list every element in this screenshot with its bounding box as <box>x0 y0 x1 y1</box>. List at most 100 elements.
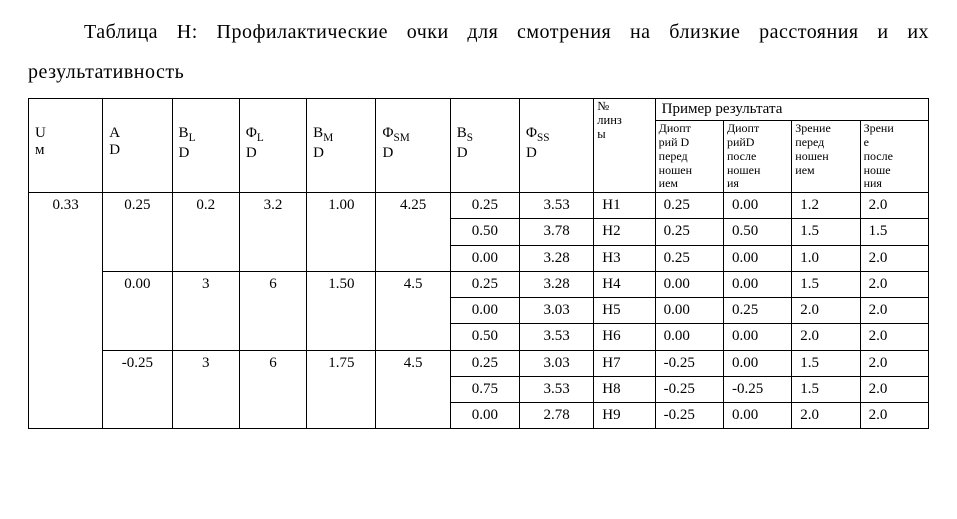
cell-phss: 3.28 <box>520 245 594 271</box>
cell-lens: H6 <box>594 324 655 350</box>
cell-v-before: 1.5 <box>792 219 860 245</box>
caption-line1a: Таблица H: Профилактические очки для смо… <box>84 21 889 43</box>
cell-d-after: 0.00 <box>723 324 791 350</box>
table-row: -0.25361.754.50.253.03H7-0.250.001.52.0 <box>29 350 929 376</box>
cell-d-after: 0.50 <box>723 219 791 245</box>
cell-phss: 3.28 <box>520 271 594 297</box>
col-subheader: Зрениепосленошения <box>860 121 928 193</box>
cell-bm: 1.75 <box>307 350 376 429</box>
cell-bl: 3 <box>172 350 239 429</box>
cell-d-before: 0.00 <box>655 271 723 297</box>
cell-bs: 0.50 <box>450 324 519 350</box>
col-subheader: Диоптрий Dпередношением <box>655 121 723 193</box>
cell-u: 0.33 <box>29 193 103 429</box>
cell-d-after: 0.00 <box>723 403 791 429</box>
cell-d-after: 0.25 <box>723 298 791 324</box>
cell-phss: 3.53 <box>520 193 594 219</box>
cell-bs: 0.00 <box>450 403 519 429</box>
cell-d-before: 0.00 <box>655 298 723 324</box>
cell-phsm: 4.5 <box>376 271 450 350</box>
cell-phss: 3.53 <box>520 376 594 402</box>
col-header: ΦSSD <box>520 99 594 193</box>
col-header: ΦLD <box>239 99 306 193</box>
cell-bs: 0.25 <box>450 271 519 297</box>
cell-v-after: 1.5 <box>860 219 928 245</box>
cell-v-before: 2.0 <box>792 298 860 324</box>
cell-d-after: 0.00 <box>723 350 791 376</box>
cell-a: 0.25 <box>103 193 172 272</box>
cell-bs: 0.00 <box>450 298 519 324</box>
cell-v-before: 1.0 <box>792 245 860 271</box>
cell-bs: 0.75 <box>450 376 519 402</box>
table-caption: Таблица H: Профилактические очки для смо… <box>28 12 929 92</box>
col-header: AD <box>103 99 172 193</box>
cell-v-after: 2.0 <box>860 350 928 376</box>
col-header: BMD <box>307 99 376 193</box>
col-header: ΦSMD <box>376 99 450 193</box>
cell-d-after: -0.25 <box>723 376 791 402</box>
cell-bl: 3 <box>172 271 239 350</box>
cell-v-after: 2.0 <box>860 403 928 429</box>
cell-bm: 1.50 <box>307 271 376 350</box>
cell-v-after: 2.0 <box>860 271 928 297</box>
cell-lens: H2 <box>594 219 655 245</box>
cell-bl: 0.2 <box>172 193 239 272</box>
cell-d-after: 0.00 <box>723 193 791 219</box>
col-header: №линзы <box>594 99 655 193</box>
cell-lens: H7 <box>594 350 655 376</box>
cell-v-after: 2.0 <box>860 193 928 219</box>
cell-v-before: 2.0 <box>792 403 860 429</box>
cell-d-before: -0.25 <box>655 376 723 402</box>
cell-phss: 3.78 <box>520 219 594 245</box>
cell-v-before: 1.5 <box>792 376 860 402</box>
cell-lens: H5 <box>594 298 655 324</box>
cell-d-before: 0.25 <box>655 245 723 271</box>
cell-v-before: 1.5 <box>792 271 860 297</box>
col-header-group-result: Пример результата <box>655 99 928 121</box>
cell-phss: 2.78 <box>520 403 594 429</box>
cell-phsm: 4.25 <box>376 193 450 272</box>
cell-d-after: 0.00 <box>723 245 791 271</box>
cell-bm: 1.00 <box>307 193 376 272</box>
cell-v-before: 2.0 <box>792 324 860 350</box>
cell-v-after: 2.0 <box>860 298 928 324</box>
cell-d-before: -0.25 <box>655 350 723 376</box>
cell-d-after: 0.00 <box>723 271 791 297</box>
col-subheader: ДиоптрийDпосленошения <box>723 121 791 193</box>
col-header: BSD <box>450 99 519 193</box>
cell-lens: H8 <box>594 376 655 402</box>
cell-phss: 3.03 <box>520 298 594 324</box>
cell-v-before: 1.5 <box>792 350 860 376</box>
cell-a: 0.00 <box>103 271 172 350</box>
cell-phss: 3.53 <box>520 324 594 350</box>
cell-bs: 0.00 <box>450 245 519 271</box>
cell-v-after: 2.0 <box>860 376 928 402</box>
table-row: 0.330.250.23.21.004.250.253.53H10.250.00… <box>29 193 929 219</box>
cell-phl: 6 <box>239 271 306 350</box>
caption-line1b: их <box>907 21 929 43</box>
cell-lens: H1 <box>594 193 655 219</box>
table-row: 0.00361.504.50.253.28H40.000.001.52.0 <box>29 271 929 297</box>
col-subheader: Зрениепередношением <box>792 121 860 193</box>
caption-line2: результативность <box>28 52 929 92</box>
cell-v-after: 2.0 <box>860 245 928 271</box>
cell-d-before: 0.25 <box>655 219 723 245</box>
cell-d-before: -0.25 <box>655 403 723 429</box>
cell-d-before: 0.25 <box>655 193 723 219</box>
cell-d-before: 0.00 <box>655 324 723 350</box>
cell-a: -0.25 <box>103 350 172 429</box>
cell-bs: 0.25 <box>450 350 519 376</box>
cell-lens: H4 <box>594 271 655 297</box>
col-header: Uм <box>29 99 103 193</box>
cell-phsm: 4.5 <box>376 350 450 429</box>
cell-bs: 0.25 <box>450 193 519 219</box>
cell-lens: H3 <box>594 245 655 271</box>
data-table: UмADBLDΦLDBMDΦSMDBSDΦSSD№линзыПример рез… <box>28 98 929 429</box>
cell-phl: 3.2 <box>239 193 306 272</box>
cell-phl: 6 <box>239 350 306 429</box>
cell-v-before: 1.2 <box>792 193 860 219</box>
cell-phss: 3.03 <box>520 350 594 376</box>
cell-bs: 0.50 <box>450 219 519 245</box>
cell-v-after: 2.0 <box>860 324 928 350</box>
cell-lens: H9 <box>594 403 655 429</box>
